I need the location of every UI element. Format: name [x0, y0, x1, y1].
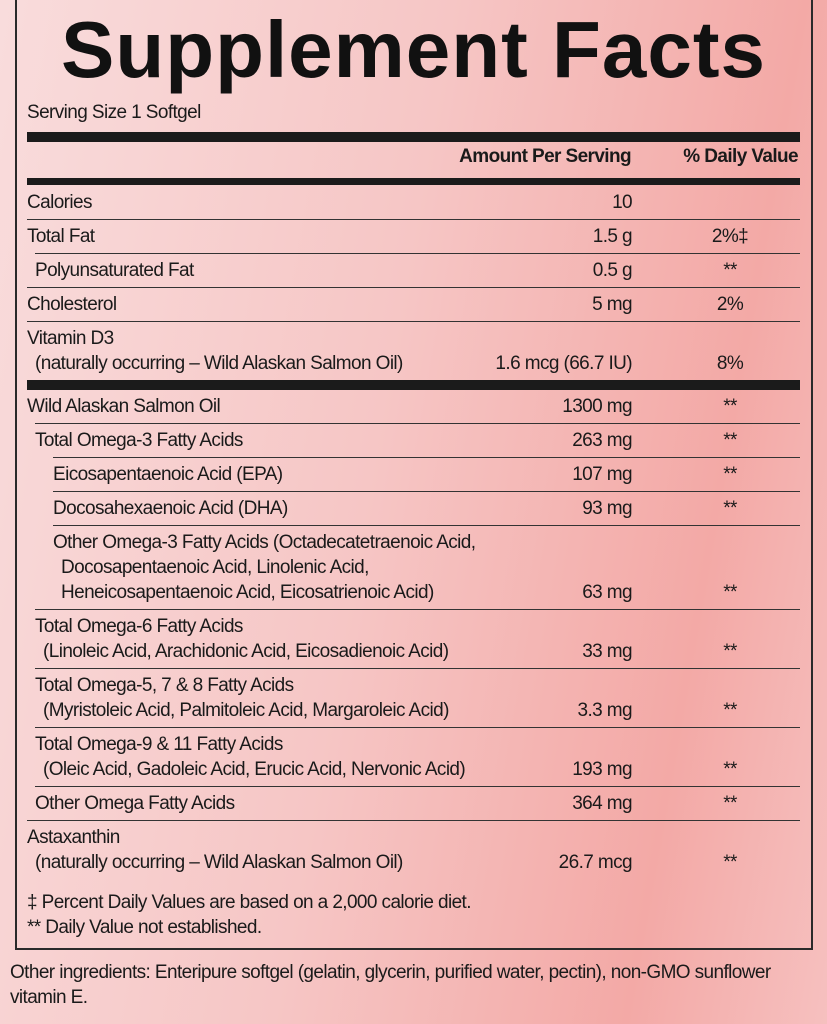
nutrient-row: Other Omega-3 Fatty Acids (Octadecatetra…	[53, 525, 800, 609]
nutrient-row: Other Omega Fatty Acids 364 mg **	[35, 786, 800, 820]
nutrient-daily-value: **	[723, 430, 737, 451]
nutrient-daily-value: **	[723, 759, 737, 780]
header-divider	[27, 178, 800, 185]
thick-divider	[27, 132, 800, 142]
nutrient-row: Cholesterol 5 mg 2%	[27, 287, 800, 321]
nutrient-amount: 0.5 g	[592, 260, 633, 281]
nutrient-amount: 193 mg	[572, 759, 632, 780]
nutrient-amount: 263 mg	[572, 430, 632, 451]
supplement-facts-panel	[15, 0, 813, 950]
nutrient-daily-value: **	[723, 498, 737, 519]
nutrient-name: Vitamin D3	[27, 328, 114, 349]
other-ingredients: Other ingredients: Enteripure softgel (g…	[10, 962, 771, 1008]
nutrient-detail: Heneicosapentaenoic Acid, Eicosatrienoic…	[61, 582, 434, 603]
nutrient-name: Other Omega Fatty Acids	[35, 793, 235, 814]
nutrient-detail: (naturally occurring – Wild Alaskan Salm…	[35, 353, 403, 374]
nutrient-row: Total Omega-9 & 11 Fatty Acids (Oleic Aci…	[35, 727, 800, 786]
nutrient-daily-value: **	[723, 700, 737, 721]
nutrient-amount: 1.5 g	[592, 226, 633, 247]
nutrient-amount: 93 mg	[582, 498, 632, 519]
nutrient-amount: 1.6 mcg (66.7 IU)	[495, 353, 632, 374]
nutrient-name: Total Omega-6 Fatty Acids	[35, 616, 243, 637]
footnotes: ‡ Percent Daily Values are based on a 2,…	[27, 890, 472, 940]
nutrient-row: Docosahexaenoic Acid (DHA) 93 mg **	[53, 491, 800, 525]
nutrient-detail: (Oleic Acid, Gadoleic Acid, Erucic Acid,…	[43, 759, 466, 780]
nutrient-daily-value: 2%‡	[711, 226, 749, 247]
nutrient-amount: 33 mg	[582, 641, 632, 662]
nutrient-daily-value: **	[723, 641, 737, 662]
serving-size: Serving Size 1 Softgel	[27, 102, 201, 123]
nutrient-daily-value: **	[723, 396, 737, 417]
footnote-daily-value: ‡ Percent Daily Values are based on a 2,…	[27, 892, 472, 913]
nutrient-row: Total Omega-6 Fatty Acids (Linoleic Acid,…	[35, 609, 800, 668]
nutrient-row: Astaxanthin (naturally occurring – Wild A…	[27, 820, 800, 879]
amount-per-serving-header: Amount Per Serving	[459, 146, 631, 167]
nutrient-amount: 3.3 mg	[577, 700, 633, 721]
daily-value-header: % Daily Value	[683, 146, 798, 167]
nutrient-row: Wild Alaskan Salmon Oil 1300 mg **	[27, 380, 800, 423]
nutrient-name: Other Omega-3 Fatty Acids (Octadecatetra…	[53, 532, 476, 553]
nutrient-amount: 364 mg	[572, 793, 632, 814]
nutrient-name: Total Omega-9 & 11 Fatty Acids	[35, 734, 283, 755]
nutrient-detail: Docosapentaenoic Acid, Linolenic Acid,	[61, 557, 369, 578]
nutrient-daily-value: 8%	[716, 353, 744, 374]
nutrient-daily-value: **	[723, 852, 737, 873]
nutrient-daily-value: **	[723, 582, 737, 603]
nutrient-name: Calories	[27, 192, 93, 213]
nutrient-row: Total Omega-3 Fatty Acids 263 mg **	[35, 423, 800, 457]
nutrient-amount: 10	[612, 192, 633, 213]
nutrient-detail: (Linoleic Acid, Arachidonic Acid, Eicosa…	[43, 641, 449, 662]
nutrient-name: Total Fat	[27, 226, 95, 247]
nutrient-amount: 1300 mg	[562, 396, 632, 417]
nutrient-name: Docosahexaenoic Acid (DHA)	[53, 498, 288, 519]
nutrient-row: Calories 10	[27, 186, 800, 219]
nutrient-row: Total Fat 1.5 g 2%‡	[27, 219, 800, 253]
nutrient-row: Eicosapentaenoic Acid (EPA) 107 mg **	[53, 457, 800, 491]
nutrient-daily-value: 2%	[716, 294, 744, 315]
nutrient-daily-value: **	[723, 464, 737, 485]
nutrient-daily-value: **	[723, 260, 737, 281]
nutrient-row: Total Omega-5, 7 & 8 Fatty Acids (Myristo…	[35, 668, 800, 727]
nutrient-daily-value: **	[723, 793, 737, 814]
nutrient-table: Calories 10 Total Fat 1.5 g 2%‡ Polyunsaturat…	[27, 186, 800, 879]
footnote-not-established: ** Daily Value not established.	[27, 917, 262, 938]
nutrient-name: Cholesterol	[27, 294, 117, 315]
nutrient-name: Total Omega-5, 7 & 8 Fatty Acids	[35, 675, 294, 696]
nutrient-amount: 107 mg	[572, 464, 632, 485]
panel-title: Supplement Facts	[60, 5, 767, 94]
nutrient-amount: 63 mg	[582, 582, 632, 603]
nutrient-row: Vitamin D3 (naturally occurring – Wild Al…	[27, 321, 800, 380]
nutrient-name: Eicosapentaenoic Acid (EPA)	[53, 464, 283, 485]
nutrient-name: Wild Alaskan Salmon Oil	[27, 396, 221, 417]
nutrient-detail: (naturally occurring – Wild Alaskan Salm…	[35, 852, 403, 873]
nutrient-detail: (Myristoleic Acid, Palmitoleic Acid, Mar…	[43, 700, 449, 721]
nutrient-name: Astaxanthin	[27, 827, 120, 848]
nutrient-name: Total Omega-3 Fatty Acids	[35, 430, 243, 451]
nutrient-name: Polyunsaturated Fat	[35, 260, 194, 281]
nutrient-row: Polyunsaturated Fat 0.5 g **	[35, 253, 800, 287]
nutrient-amount: 26.7 mcg	[558, 852, 633, 873]
nutrient-amount: 5 mg	[592, 294, 632, 315]
